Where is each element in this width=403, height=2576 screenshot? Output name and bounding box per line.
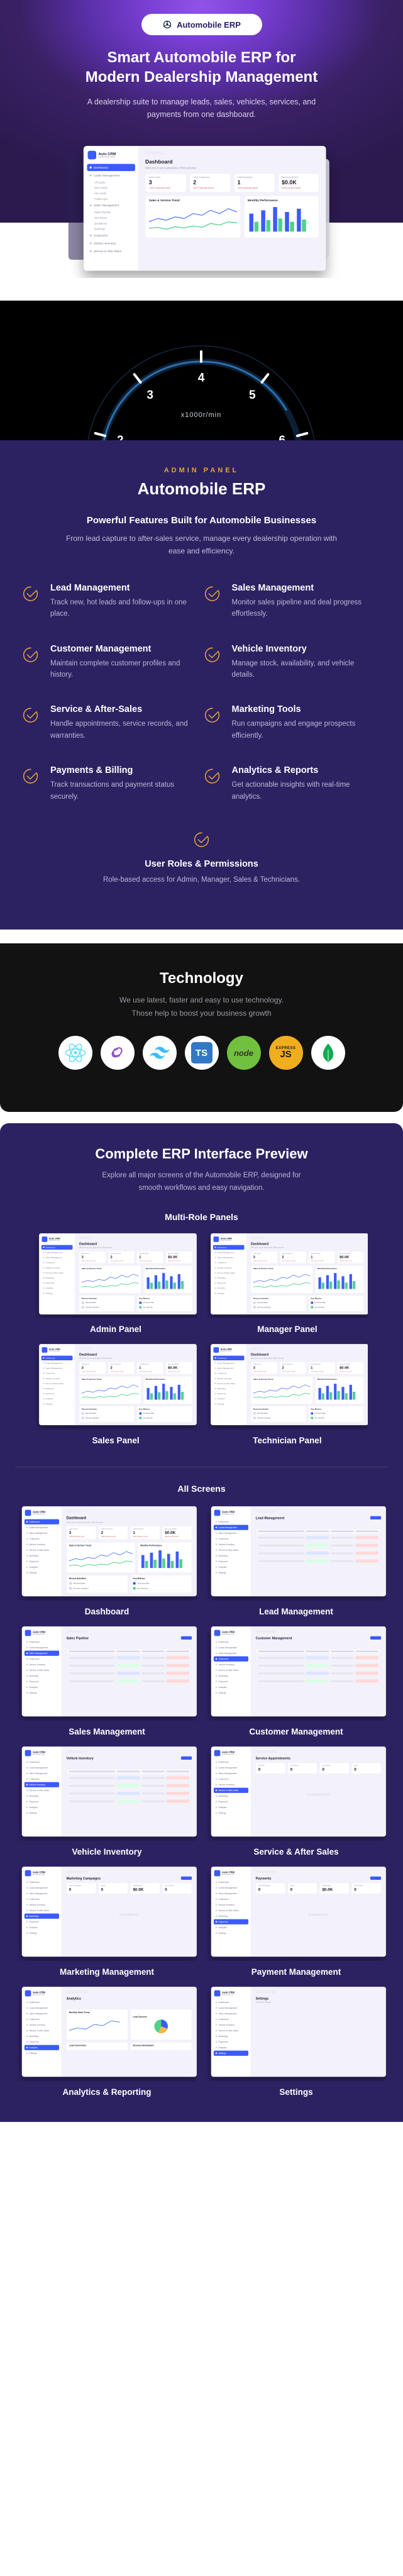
svg-text:3: 3 (146, 389, 153, 402)
svg-text:4: 4 (198, 372, 205, 385)
svg-text:6: 6 (279, 434, 285, 440)
svg-text:2: 2 (117, 434, 124, 440)
svg-text:5: 5 (249, 389, 256, 402)
svg-text:x1000r/min: x1000r/min (181, 411, 221, 419)
